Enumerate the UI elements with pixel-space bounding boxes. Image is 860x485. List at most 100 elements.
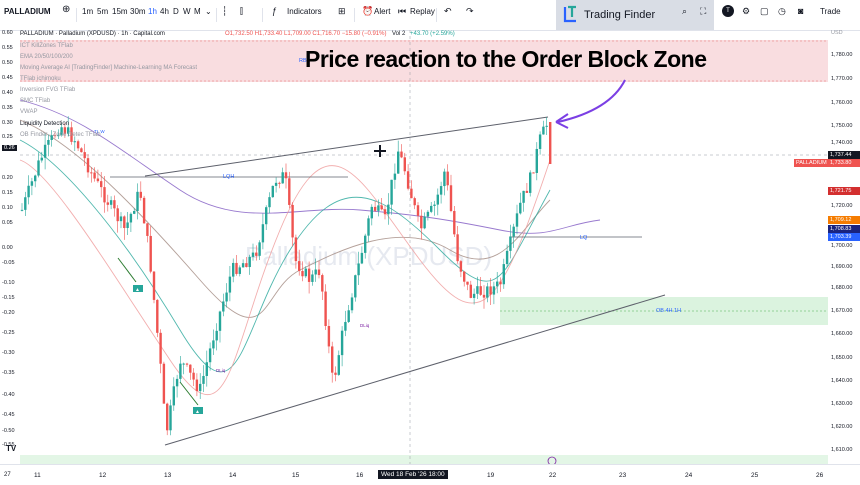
time-axis-label: 16 <box>356 472 364 479</box>
price-chart[interactable]: Palladium (XPDUSD) RB LQH LQ OB 4H 1H DL… <box>0 30 860 464</box>
timeframe-dropdown-icon[interactable]: ⌄ <box>205 7 212 16</box>
tf-30m[interactable]: 30m <box>130 7 146 16</box>
candle-body <box>179 363 182 379</box>
candle-body <box>116 208 119 222</box>
right-axis-tick: 1,650.00 <box>831 355 853 361</box>
candle-body <box>357 263 360 276</box>
add-symbol-icon[interactable]: ⊕ <box>62 4 71 15</box>
candle-body <box>492 286 496 295</box>
left-axis-tick: 0.05 <box>2 220 13 226</box>
right-axis-tick: 1,630.00 <box>831 401 853 407</box>
time-axis-label: 11 <box>34 472 41 479</box>
candle-body <box>37 160 40 176</box>
candle-body <box>449 185 453 211</box>
candle-body <box>152 271 156 300</box>
left-axis-tick: 0.60 <box>2 30 13 36</box>
tf-4h[interactable]: 4h <box>160 7 169 16</box>
indicator-ichimoku[interactable]: TFlab ichimoku <box>20 76 61 82</box>
candle-body <box>159 332 162 364</box>
buy-signal-text-2: ▲ <box>195 409 200 415</box>
left-price-axis[interactable]: 0.60 0.55 0.50 0.45 0.40 0.35 0.30 0.26 … <box>0 30 20 464</box>
lq-label: LQ <box>580 235 588 241</box>
indicator-ict-killzones[interactable]: ICT KillZones TFlab <box>20 43 73 49</box>
left-axis-tick: 0.55 <box>2 45 13 51</box>
candle-body <box>383 209 387 215</box>
redo-icon[interactable]: ↷ <box>466 6 474 16</box>
indicator-smc[interactable]: SMC TFlab <box>20 98 51 104</box>
candle-body <box>235 262 238 274</box>
time-axis[interactable]: 11 12 13 14 15 16 Wed 18 Feb '26 18:00 1… <box>0 464 860 485</box>
settings-icon[interactable]: ⚙ <box>742 6 751 16</box>
tlw-label: TL W <box>94 129 105 134</box>
undo-icon[interactable]: ↶ <box>444 6 452 16</box>
tf-w[interactable]: W <box>183 7 191 16</box>
left-axis-tick: 0.20 <box>2 175 13 181</box>
indicator-vwap[interactable]: VWAP <box>20 109 38 115</box>
indicator-inversion-fvg[interactable]: Inversion FVG TFlab <box>20 87 76 93</box>
event-icon[interactable] <box>547 456 557 464</box>
candle-body <box>265 207 268 225</box>
candle-body <box>113 200 116 209</box>
buy-signal-text-1: ▲ <box>135 287 140 293</box>
replay-icon[interactable]: ⏮ <box>398 6 407 16</box>
indicator-ema[interactable]: EMA 20/50/100/200 <box>20 54 73 60</box>
candle-body <box>268 197 271 208</box>
search-icon[interactable]: ⌕ <box>682 6 688 16</box>
candle-body <box>208 348 212 363</box>
layout-icon[interactable]: ▢ <box>760 6 769 16</box>
alert-button[interactable]: Alert <box>374 7 391 16</box>
tf-1m[interactable]: 1m <box>82 7 94 16</box>
indicators-button[interactable]: Indicators <box>287 7 322 16</box>
candle-body <box>175 378 179 387</box>
close-price-tag: 1,733.80 <box>828 159 860 167</box>
candle-body <box>215 330 218 341</box>
candle-body <box>321 275 324 292</box>
time-axis-label: 26 <box>816 472 824 479</box>
candle-body <box>53 135 57 137</box>
candle-body <box>86 158 90 173</box>
indicator-ma-ai[interactable]: Moving Average AI [TradingFinder] Machin… <box>20 65 198 71</box>
alert-icon[interactable]: ⏰ <box>362 6 374 16</box>
avatar[interactable]: T <box>722 5 734 17</box>
left-axis-tick: 0.30 <box>2 120 13 126</box>
candle-body <box>93 172 96 179</box>
ema-price-tag: 1,721.75 <box>828 187 860 195</box>
tf-1h[interactable]: 1h <box>148 7 157 16</box>
right-axis-tick: 1,680.00 <box>831 285 853 291</box>
tf-15m[interactable]: 15m <box>112 7 128 16</box>
candle-body <box>334 372 337 375</box>
indicators-icon[interactable]: ƒ <box>272 6 278 16</box>
right-axis-tick: 1,760.00 <box>831 100 853 106</box>
candle-body <box>83 152 86 159</box>
tf-5m[interactable]: 5m <box>97 7 109 16</box>
candle-body <box>67 127 70 134</box>
clock-icon[interactable]: ◷ <box>778 6 786 16</box>
candle-body <box>100 181 103 188</box>
candle-body <box>189 364 192 373</box>
left-axis-tick: -0.15 <box>2 295 15 301</box>
trade-button[interactable]: Trade <box>820 7 841 16</box>
replay-button[interactable]: Replay <box>410 7 435 16</box>
candle-body <box>34 175 37 182</box>
time-axis-label: 25 <box>751 472 759 479</box>
currency-label[interactable]: USD <box>831 30 843 36</box>
candle-body <box>304 268 307 277</box>
candle-body <box>185 363 189 365</box>
legend-title[interactable]: PALLADIUM · Palladium (XPDUSD) · 1h · Ca… <box>20 31 165 37</box>
candle-body <box>324 291 327 327</box>
camera-icon[interactable]: ◙ <box>798 6 804 16</box>
layouts-icon[interactable]: ⊞ <box>338 6 346 16</box>
bar-style-icon[interactable]: ┆ <box>222 6 228 16</box>
candle-body <box>90 172 93 174</box>
right-price-axis[interactable]: USD 1,780.00 1,770.00 1,760.00 1,750.00 … <box>794 30 860 464</box>
top-toolbar: PALLADIUM ⊕ 1m 5m 15m 30m 1h 4h D W M ⌄ … <box>0 0 860 31</box>
symbol-search[interactable]: PALLADIUM <box>4 7 51 16</box>
tf-m[interactable]: M <box>194 7 201 16</box>
indicator-ob-finder[interactable]: OB Finder · Zone Detec TFlab <box>20 132 101 138</box>
indicator-liquidity-detection[interactable]: Liquidity Detection <box>20 121 70 127</box>
candle-body <box>360 252 364 264</box>
fullscreen-icon[interactable]: ⛶ <box>700 6 707 16</box>
candle-body <box>245 263 248 268</box>
tf-d[interactable]: D <box>173 7 179 16</box>
candle-type-icon[interactable]: ⫿ <box>240 6 243 16</box>
